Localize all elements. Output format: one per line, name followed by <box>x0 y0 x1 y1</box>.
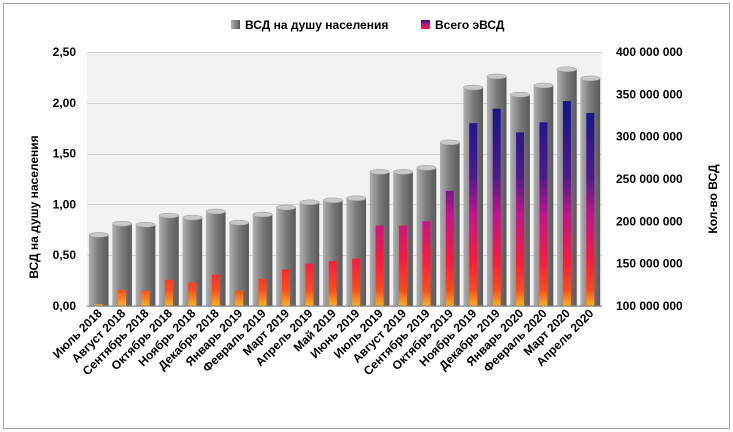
per-capita-bar-cap <box>205 208 226 215</box>
legend-label-per-capita: ВСД на душу населения <box>245 18 388 32</box>
per-capita-bar-cap <box>556 66 577 73</box>
total-evsd-bar <box>141 290 150 306</box>
per-capita-bar <box>299 202 320 306</box>
total-evsd-bar <box>469 123 478 307</box>
left-axis-ticks: 0,00 0,50 1,00 1,50 2,00 2,50 <box>53 45 77 313</box>
total-evsd-bar <box>492 108 501 306</box>
left-tick-label: 2,00 <box>53 96 77 110</box>
per-capita-bar-cap <box>486 73 507 80</box>
per-capita-bar-cap <box>229 219 250 226</box>
right-tick-label: 250 000 000 <box>616 172 683 186</box>
right-tick-label: 150 000 000 <box>616 257 683 271</box>
total-evsd-bar <box>516 132 525 306</box>
per-capita-bar-cap <box>158 212 180 219</box>
total-evsd-bar <box>562 101 571 307</box>
per-capita-bar-cap <box>88 232 109 238</box>
per-capita-bar-cap <box>580 75 601 82</box>
total-evsd-bar <box>94 304 103 306</box>
left-tick-label: 1,50 <box>53 147 77 161</box>
per-capita-bar <box>322 200 343 306</box>
per-capita-bar-cap <box>463 84 484 91</box>
per-capita-bar <box>159 215 179 306</box>
total-evsd-bar <box>258 278 267 306</box>
legend: ВСД на душу населения Всего эВСД <box>231 18 505 32</box>
per-capita-bar-cap <box>182 214 203 221</box>
per-capita-bar-cap <box>346 195 367 202</box>
per-capita-bar-cap <box>392 169 414 175</box>
per-capita-bar <box>182 217 203 306</box>
legend-swatch-per-capita <box>231 20 240 29</box>
right-tick-label: 350 000 000 <box>616 87 683 101</box>
per-capita-bar-cap <box>322 197 343 204</box>
per-capita-bar-cap <box>509 91 531 98</box>
total-evsd-bar <box>539 122 548 306</box>
legend-swatch-total <box>421 20 430 29</box>
per-capita-bar-cap <box>533 82 554 89</box>
right-tick-label: 300 000 000 <box>616 130 683 144</box>
per-capita-bar-cap <box>299 199 320 206</box>
right-tick-label: 200 000 000 <box>616 214 683 228</box>
per-capita-bar <box>205 211 226 306</box>
right-tick-label: 100 000 000 <box>616 299 683 313</box>
left-tick-label: 0,50 <box>53 248 77 262</box>
left-tick-label: 0,00 <box>53 299 77 313</box>
total-evsd-bar <box>188 282 197 306</box>
per-capita-bar <box>252 214 273 306</box>
per-capita-bar-cap <box>112 220 133 227</box>
right-tick-label: 400 000 000 <box>616 45 683 59</box>
total-evsd-bar <box>118 289 127 306</box>
right-axis-ticks: 100 000 000 150 000 000 200 000 000 250 000… <box>616 45 683 313</box>
total-evsd-bar <box>445 190 454 306</box>
per-capita-bar <box>346 198 367 306</box>
total-evsd-bar <box>235 290 244 306</box>
per-capita-bar <box>88 234 109 306</box>
per-capita-bar <box>135 224 156 306</box>
per-capita-bar <box>276 207 296 306</box>
per-capita-bar-cap <box>135 221 156 228</box>
total-evsd-bar <box>352 258 361 306</box>
total-evsd-bar <box>586 112 595 307</box>
total-evsd-bar <box>305 263 314 306</box>
per-capita-bar <box>112 223 132 306</box>
total-evsd-bar <box>422 221 431 306</box>
total-evsd-bar <box>281 269 290 306</box>
left-tick-label: 1,00 <box>53 197 77 211</box>
total-evsd-bar <box>375 225 384 306</box>
legend-label-total: Всего эВСД <box>435 18 505 32</box>
total-evsd-bar <box>211 274 220 306</box>
total-evsd-bar <box>328 261 337 306</box>
per-capita-bar <box>229 222 249 306</box>
left-axis-title: ВСД на душу населения <box>27 135 41 278</box>
right-axis-title: Кол-во ВСД <box>706 164 720 234</box>
per-capita-bar-cap <box>439 139 460 146</box>
total-evsd-bar <box>399 225 408 306</box>
per-capita-bar-cap <box>416 165 437 171</box>
left-tick-label: 2,50 <box>53 45 77 59</box>
per-capita-bar-cap <box>369 169 390 175</box>
total-evsd-bars <box>94 101 595 307</box>
per-capita-bar-cap <box>252 211 273 218</box>
total-evsd-bar <box>164 279 173 306</box>
per-capita-bar-cap <box>275 204 297 211</box>
